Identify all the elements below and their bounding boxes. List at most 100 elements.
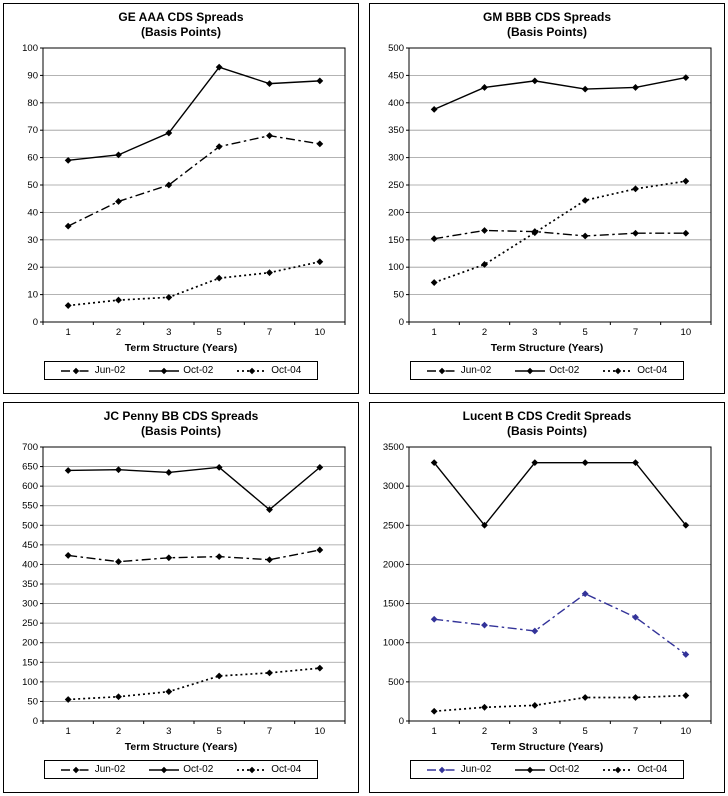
data-point-oct-02	[531, 459, 539, 467]
x-axis-label: Term Structure (Years)	[490, 741, 604, 753]
legend: Jun-02 Oct-02 Oct-04	[409, 361, 685, 380]
legend-label: Oct-04	[637, 764, 668, 775]
legend-label: Oct-04	[637, 365, 668, 376]
data-point-jun-02	[215, 143, 223, 151]
x-axis-label: Term Structure (Years)	[490, 342, 604, 354]
series-line-oct-02	[68, 66, 320, 162]
chart-panel-ge: GE AAA CDS Spreads (Basis Points) 0 10 20 3…	[3, 3, 359, 394]
data-point-jun-02	[115, 198, 122, 205]
series-line-oct-04	[68, 667, 320, 701]
y-tick-label: 80	[27, 98, 38, 109]
data-point-jun-02	[266, 132, 273, 140]
legend-label: Oct-04	[271, 764, 302, 775]
chart-subtitle: (Basis Points)	[140, 424, 221, 438]
y-tick-label: 100	[22, 43, 38, 54]
data-point-oct-02	[316, 463, 324, 471]
data-point-oct-02	[682, 521, 690, 529]
plot-area: 0 50 100 150 200 250 300 350 400 450 500 550 600 650 7…	[22, 442, 346, 737]
legend-item-jun-02: Jun-02	[426, 764, 492, 775]
x-tick-label: 1	[66, 726, 71, 737]
data-point-jun-02	[64, 222, 72, 230]
legend-line-sample	[515, 766, 546, 773]
x-tick-label: 7	[267, 726, 272, 737]
x-tick-label: 3	[532, 726, 537, 737]
data-point-oct-04	[266, 669, 273, 677]
legend-item-oct-02: Oct-02	[515, 764, 579, 775]
series-line-jun-02	[68, 549, 320, 563]
x-tick-label: 5	[583, 327, 588, 338]
data-point-jun-02	[316, 546, 324, 554]
data-point-jun-02	[316, 140, 324, 148]
data-point-jun-02	[581, 232, 589, 240]
series-line-oct-02	[433, 461, 687, 527]
data-point-oct-02	[165, 469, 173, 476]
series-line-jun-02	[434, 592, 687, 656]
y-tick-label: 200	[388, 207, 404, 218]
x-axis-label: Term Structure (Years)	[124, 342, 238, 354]
legend-marker-diamond	[615, 367, 622, 374]
y-tick-label: 300	[22, 599, 38, 610]
data-point-oct-04	[430, 707, 438, 715]
data-point-oct-04	[632, 185, 639, 193]
legend-item-oct-04: Oct-04	[237, 764, 301, 775]
data-point-oct-02	[581, 459, 589, 467]
x-tick-label: 2	[482, 327, 487, 338]
legend-marker-diamond	[438, 367, 445, 374]
legend-label: Jun-02	[460, 764, 492, 775]
data-point-jun-02	[682, 651, 690, 658]
data-point-oct-02	[316, 77, 324, 85]
y-tick-label: 450	[22, 540, 38, 551]
series-line-jun-02	[434, 229, 686, 240]
legend: Jun-02 Oct-02 Oct-04	[43, 361, 319, 380]
legend-line-sample	[60, 766, 91, 773]
y-tick-label: 550	[22, 501, 38, 512]
y-tick-label: 350	[388, 125, 404, 136]
legend-marker-diamond	[161, 766, 168, 773]
data-point-oct-04	[64, 302, 72, 309]
x-tick-label: 2	[116, 726, 121, 737]
data-point-oct-04	[165, 293, 173, 301]
y-tick-label: 40	[27, 207, 38, 218]
data-point-oct-04	[316, 258, 324, 266]
y-tick-label: 100	[388, 262, 404, 273]
y-tick-label: 1000	[383, 638, 404, 649]
legend: Jun-02 Oct-02 Oct-04	[43, 760, 319, 779]
data-point-oct-02	[115, 466, 122, 474]
legend-item-oct-02: Oct-02	[149, 365, 213, 376]
x-tick-label: 1	[66, 327, 71, 338]
data-point-oct-04	[64, 696, 72, 703]
x-tick-label: 3	[166, 327, 171, 338]
y-tick-label: 350	[22, 579, 38, 590]
x-tick-label: 1	[432, 726, 437, 737]
x-tick-label: 7	[633, 726, 638, 737]
x-tick-label: 1	[432, 327, 437, 338]
data-point-oct-04	[316, 664, 324, 672]
y-tick-label: 50	[27, 696, 38, 707]
legend-line-sample	[603, 367, 634, 374]
legend-label: Oct-02	[183, 764, 214, 775]
legend-item-oct-04: Oct-04	[237, 365, 301, 376]
x-tick-label: 10	[681, 327, 692, 338]
data-point-oct-02	[430, 459, 438, 467]
y-tick-label: 3000	[383, 481, 404, 492]
y-tick-label: 250	[22, 618, 38, 629]
legend-line-sample	[426, 766, 457, 773]
data-point-oct-04	[632, 694, 639, 701]
legend-label: Oct-02	[549, 365, 580, 376]
data-point-jun-02	[165, 554, 173, 562]
x-tick-label: 3	[166, 726, 171, 737]
data-point-oct-02	[632, 459, 639, 467]
data-point-oct-04	[581, 694, 589, 701]
legend-label: Oct-02	[183, 365, 214, 376]
data-point-oct-02	[581, 85, 589, 93]
series-line-oct-04	[434, 694, 686, 713]
y-tick-label: 150	[22, 657, 38, 668]
y-tick-label: 2500	[383, 520, 404, 531]
data-point-oct-02	[266, 506, 273, 514]
legend-marker-diamond	[72, 766, 79, 773]
plot-area: 0 50 100 150 200 250 300 350 400 450 500 1 2 3 5 7 10	[388, 43, 712, 338]
legend-item-jun-02: Jun-02	[60, 764, 125, 775]
x-tick-label: 10	[315, 327, 326, 338]
data-point-oct-04	[266, 269, 273, 277]
chart-subtitle: (Basis Points)	[140, 25, 221, 39]
